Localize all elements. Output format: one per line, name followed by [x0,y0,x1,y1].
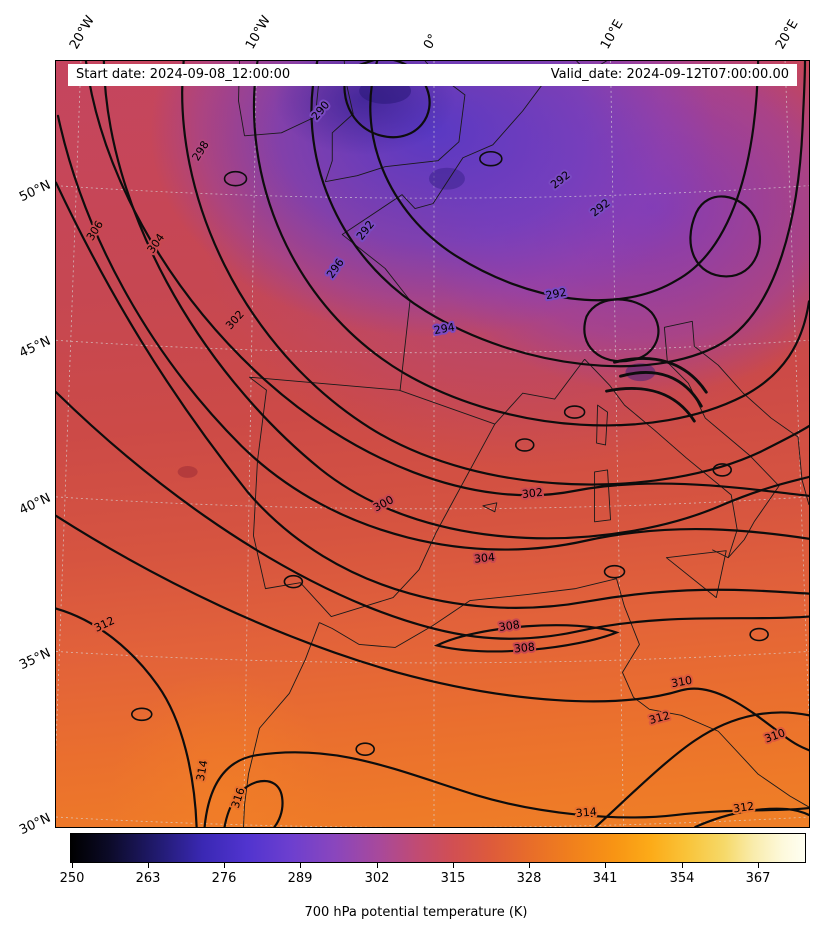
contour-302 [84,61,809,497]
contour-308 [56,391,809,640]
contour-label: 310 [670,674,693,690]
contour-316 [223,780,284,827]
contour-label: 312 [648,709,672,727]
contour-label: 308 [513,640,535,655]
contour-304 [56,114,809,551]
contour-small-cell [603,564,626,579]
contour-label: 292 [548,168,573,191]
graticule [56,61,809,827]
contour-label: 298 [190,139,212,164]
contour-label: 312 [732,800,755,816]
contour-label: 314 [194,759,210,782]
contour-314 [203,751,809,827]
temperature-field [56,61,809,827]
map-area: 298 290 292 292 292 292 296 294 300 306 … [55,60,810,828]
date-strip: Start date: 2024-09-08_12:00:00 Valid_da… [68,64,797,86]
contour-small-cell [283,574,304,589]
contour-label: 292 [545,286,568,302]
top-tick-10e: 10°E [598,17,627,53]
contour-306 [56,181,809,609]
left-tick-45n: 45°N [17,333,54,362]
left-tick-35n: 35°N [17,645,54,674]
top-tick-0: 0° [421,31,442,52]
colorbar [70,833,806,863]
left-tick-50n: 50°N [17,177,54,206]
field-dark-patches [177,77,656,478]
contour-label: 292 [354,218,377,243]
contour-small-cell [514,438,535,452]
colorbar-tickmark [682,863,683,868]
valid-date-text: Valid_date: 2024-09-12T07:00:00.00 [550,67,789,82]
contour-small-cell [749,627,769,642]
contour-label: 314 [575,805,597,820]
contour-lines [56,61,809,827]
contour-gradient-band [613,357,708,394]
contour-gradient-band [619,371,703,408]
left-tick-40n: 40°N [17,490,54,519]
colorbar-tick-367: 367 [745,871,771,886]
contour-gradient-band [605,387,696,423]
contour-312-se [594,711,809,827]
colorbar-tick-341: 341 [592,871,618,886]
colorbar-tickmark [377,863,378,868]
colorbar-tickmark [758,863,759,868]
contour-292-cell [689,195,762,278]
contour-label: 306 [84,218,106,243]
colorbar-tickmark [529,863,530,868]
contour-312 [56,607,198,827]
colorbar-tickmark [605,863,606,868]
contour-308-ridge [433,624,620,653]
top-tick-20w: 20°W [67,13,98,53]
contour-294 [310,61,807,368]
contour-small-cell [355,742,375,756]
colorbar-tick-289: 289 [287,871,313,886]
colorbar-tick-302: 302 [364,871,390,886]
contour-small-cell [223,170,248,187]
start-date-text: Start date: 2024-09-08_12:00:00 [76,67,291,82]
colorbar-tick-354: 354 [669,871,695,886]
colorbar-tick-276: 276 [211,871,237,886]
colorbar-tickmark [300,863,301,868]
contour-label: 310 [763,726,787,745]
colorbar-tick-328: 328 [516,871,542,886]
left-tick-30n: 30°N [17,810,54,839]
colorbar-tick-315: 315 [440,871,466,886]
colorbar-label: 700 hPa potential temperature (K) [304,905,528,920]
contour-310 [56,514,809,752]
coastlines [238,61,809,827]
contour-label: 294 [433,321,456,337]
colorbar-tickmark [72,863,73,868]
contour-292 [369,61,760,302]
colorbar-tick-263: 263 [135,871,161,886]
colorbar-tickmark [453,863,454,868]
map-overlay: 298 290 292 292 292 292 296 294 300 306 … [56,61,809,827]
contour-small-cell [712,463,733,477]
contour-small-cell [131,707,153,722]
contour-312-se [694,807,809,827]
contour-label: 296 [324,256,347,281]
colorbar-tickmark [224,863,225,868]
contour-label: 302 [521,486,543,501]
contour-290 [343,61,431,139]
contour-label: 302 [223,308,247,332]
contour-small-cell [563,405,586,419]
contour-label: 304 [473,551,495,566]
contour-300 [102,61,809,540]
contour-296 [252,61,809,427]
contour-small-cell [479,150,503,167]
contour-label: 308 [498,618,521,634]
contour-292-cell [583,298,660,363]
contour-label: 292 [588,196,613,219]
colorbar-tickmark [148,863,149,868]
colorbar-tick-250: 250 [59,871,85,886]
top-tick-10w: 10°W [243,13,274,53]
contour-298 [181,61,809,486]
top-tick-20e: 20°E [773,17,802,53]
